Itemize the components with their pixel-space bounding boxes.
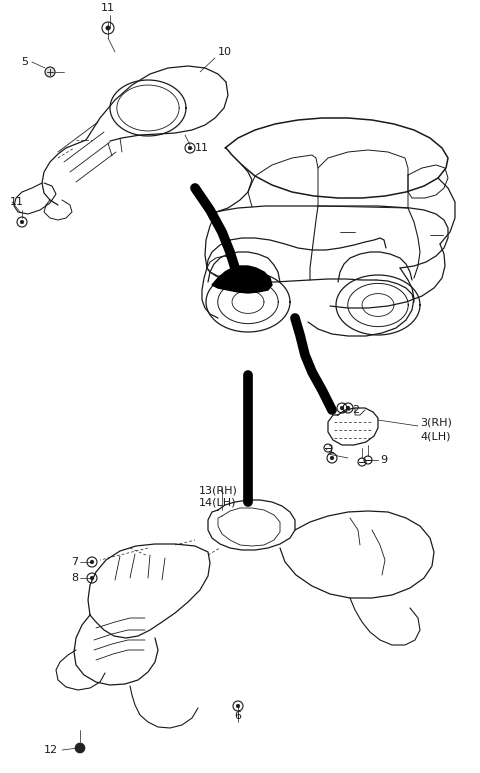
Circle shape [346, 407, 350, 410]
Circle shape [188, 146, 192, 150]
Circle shape [20, 220, 24, 223]
Text: 2: 2 [352, 405, 359, 415]
Text: 10: 10 [218, 47, 232, 57]
Circle shape [236, 704, 240, 708]
Circle shape [90, 560, 94, 564]
Text: 14(LH): 14(LH) [199, 497, 237, 507]
Text: 9: 9 [380, 455, 387, 465]
Text: 11: 11 [101, 3, 115, 13]
Text: 13(RH): 13(RH) [199, 485, 238, 495]
Text: 11: 11 [195, 143, 209, 153]
Circle shape [340, 407, 344, 410]
Circle shape [90, 576, 94, 580]
Text: 11: 11 [10, 197, 24, 207]
Circle shape [106, 26, 110, 30]
Text: 1: 1 [328, 445, 335, 455]
Text: 8: 8 [71, 573, 78, 583]
Text: 12: 12 [44, 745, 58, 755]
Text: 4(LH): 4(LH) [420, 431, 451, 441]
Text: 5: 5 [21, 57, 28, 67]
Circle shape [75, 743, 85, 753]
Text: 7: 7 [71, 557, 78, 567]
Circle shape [45, 67, 55, 77]
Circle shape [330, 456, 334, 460]
Text: 3(RH): 3(RH) [420, 417, 452, 427]
Text: 6: 6 [235, 711, 241, 721]
Polygon shape [212, 266, 272, 293]
